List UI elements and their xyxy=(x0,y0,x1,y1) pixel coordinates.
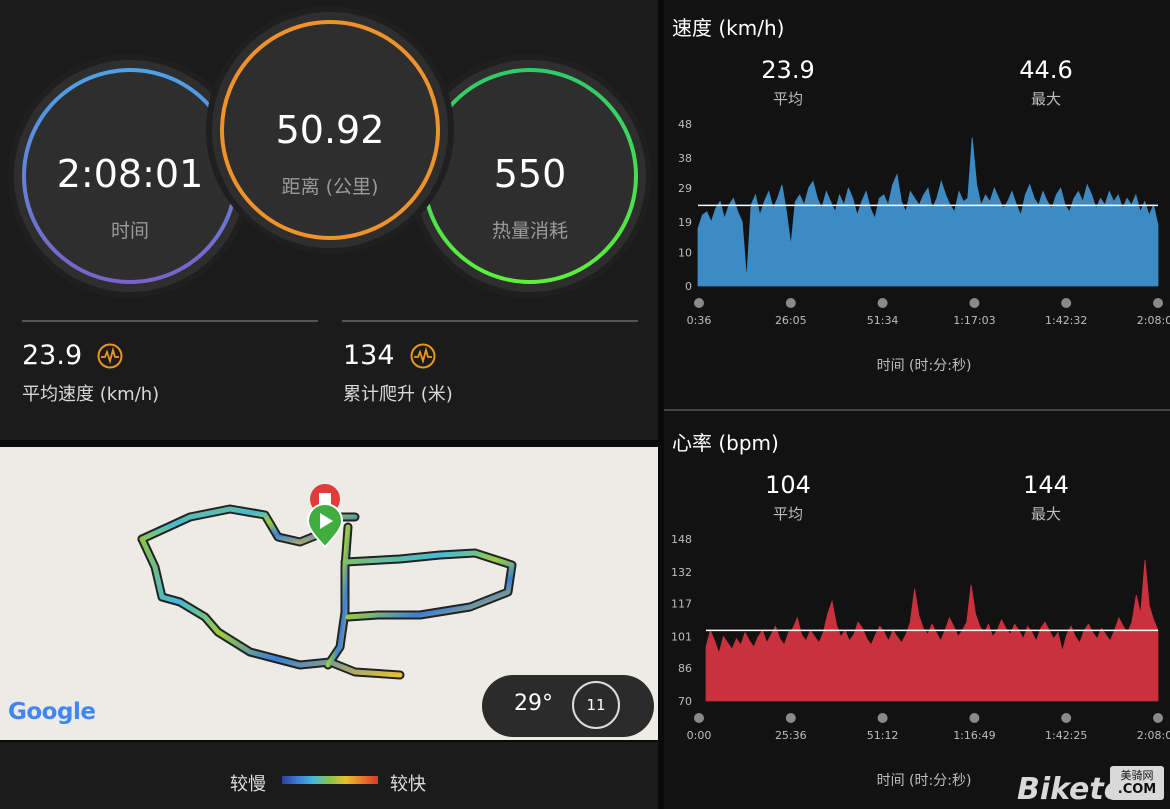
y-tick-label: 86 xyxy=(678,662,692,675)
hr-avg-label: 平均 xyxy=(772,505,803,523)
x-tick-dot xyxy=(1061,713,1072,723)
speed-legend: 较慢 较快 xyxy=(0,742,658,809)
wind-speed: 11 xyxy=(586,696,606,714)
x-tick-label: 2:08:01 xyxy=(1137,729,1170,742)
calories-ring: 550 热量消耗 xyxy=(414,60,646,292)
y-tick-label: 101 xyxy=(671,631,692,644)
wind-compass-icon: 11 xyxy=(572,681,620,729)
x-tick-label: 1:17:03 xyxy=(953,314,995,327)
divider xyxy=(22,320,318,322)
y-tick-label: 0 xyxy=(685,280,692,293)
distance-label: 距离 (公里) xyxy=(281,176,379,198)
hr-max-label: 最大 xyxy=(1030,505,1061,523)
x-tick-dot xyxy=(969,713,980,723)
x-tick-dot xyxy=(785,298,796,308)
y-tick-label: 38 xyxy=(678,152,692,165)
legend-fast-label: 较快 xyxy=(390,774,426,795)
x-tick-label: 2:08:01 xyxy=(1137,314,1170,327)
x-tick-label: 51:34 xyxy=(867,314,899,327)
watermark-badge: 美骑网 .COM xyxy=(1110,766,1164,800)
speed-x-caption: 时间 (时:分:秒) xyxy=(876,358,972,374)
calories-value: 550 xyxy=(493,152,567,196)
y-tick-label: 19 xyxy=(678,216,692,229)
y-tick-label: 117 xyxy=(671,597,692,610)
hr-max-value: 144 xyxy=(1023,471,1069,499)
x-tick-label: 1:42:25 xyxy=(1045,729,1087,742)
x-tick-label: 1:16:49 xyxy=(953,729,995,742)
y-tick-label: 148 xyxy=(671,533,692,546)
speed-chart[interactable]: 0 10 19 29 38 48 0:36 26:05 51:34 1:17:03 1:42:32 2… xyxy=(664,112,1170,332)
x-tick-label: 51:12 xyxy=(867,729,899,742)
y-tick-label: 10 xyxy=(678,246,692,259)
pulse-icon xyxy=(97,343,123,369)
hr-x-caption: 时间 (时:分:秒) xyxy=(876,773,972,789)
weather-widget[interactable]: 29° 11 xyxy=(482,675,654,737)
x-tick-label: 0:00 xyxy=(687,729,712,742)
divider xyxy=(664,409,1170,411)
x-tick-dot xyxy=(694,298,704,308)
play-marker[interactable] xyxy=(306,503,344,549)
time-ring: 2:08:01 时间 xyxy=(14,60,246,292)
series-area xyxy=(697,137,1159,287)
hr-chart-title: 心率 (bpm) xyxy=(672,431,779,455)
speed-avg-value: 23.9 xyxy=(761,56,815,84)
charts-panel: 速度 (km/h) 23.9 平均 44.6 最大 0 10 19 29 38 48 0:3… xyxy=(664,0,1170,809)
brand-watermark: Biketo xyxy=(1017,772,1125,807)
x-tick-dot xyxy=(1153,713,1163,723)
heart-rate-chart[interactable]: 70 86 101 117 132 148 0:00 25:36 51:12 1:16:49 1:4… xyxy=(664,527,1170,747)
distance-value: 50.92 xyxy=(275,108,385,152)
legend-slow-label: 较慢 xyxy=(230,774,266,795)
activity-summary: 2:08:01 时间 550 热量消耗 50.92 距离 (公里) 23.9 平… xyxy=(0,0,658,440)
pulse-icon xyxy=(410,343,436,369)
legend-gradient xyxy=(282,776,378,784)
speed-max-value: 44.6 xyxy=(1019,56,1073,84)
x-tick-dot xyxy=(1153,298,1163,308)
x-tick-dot xyxy=(969,298,980,308)
speed-max-label: 最大 xyxy=(1030,90,1061,108)
avg-speed-label: 平均速度 (km/h) xyxy=(22,384,160,405)
hr-avg-value: 104 xyxy=(765,471,811,499)
x-tick-label: 25:36 xyxy=(775,729,807,742)
distance-ring: 50.92 距离 (公里) xyxy=(212,12,448,248)
x-tick-dot xyxy=(1061,298,1072,308)
speed-avg-label: 平均 xyxy=(772,90,803,108)
y-tick-label: 132 xyxy=(671,566,692,579)
y-tick-label: 70 xyxy=(678,695,692,708)
x-tick-label: 26:05 xyxy=(775,314,807,327)
elevation-value: 134 xyxy=(343,340,395,371)
y-tick-label: 48 xyxy=(678,118,692,131)
x-tick-dot xyxy=(877,713,888,723)
speed-chart-title: 速度 (km/h) xyxy=(672,16,785,40)
temperature: 29° xyxy=(514,691,553,716)
route-track xyxy=(137,484,517,680)
time-value: 2:08:01 xyxy=(56,152,204,196)
x-tick-label: 0:36 xyxy=(687,314,712,327)
google-logo: Google xyxy=(8,699,96,725)
avg-speed-value: 23.9 xyxy=(22,340,83,371)
y-tick-label: 29 xyxy=(678,182,692,195)
x-tick-dot xyxy=(694,713,704,723)
divider xyxy=(342,320,638,322)
calories-label: 热量消耗 xyxy=(491,220,568,242)
elevation-label: 累计爬升 (米) xyxy=(343,384,453,405)
x-tick-dot xyxy=(785,713,796,723)
watermark-badge-bottom: .COM xyxy=(1117,782,1157,797)
time-label: 时间 xyxy=(110,220,149,242)
x-tick-dot xyxy=(877,298,888,308)
watermark-badge-top: 美骑网 xyxy=(1120,769,1154,782)
x-tick-label: 1:42:32 xyxy=(1045,314,1087,327)
